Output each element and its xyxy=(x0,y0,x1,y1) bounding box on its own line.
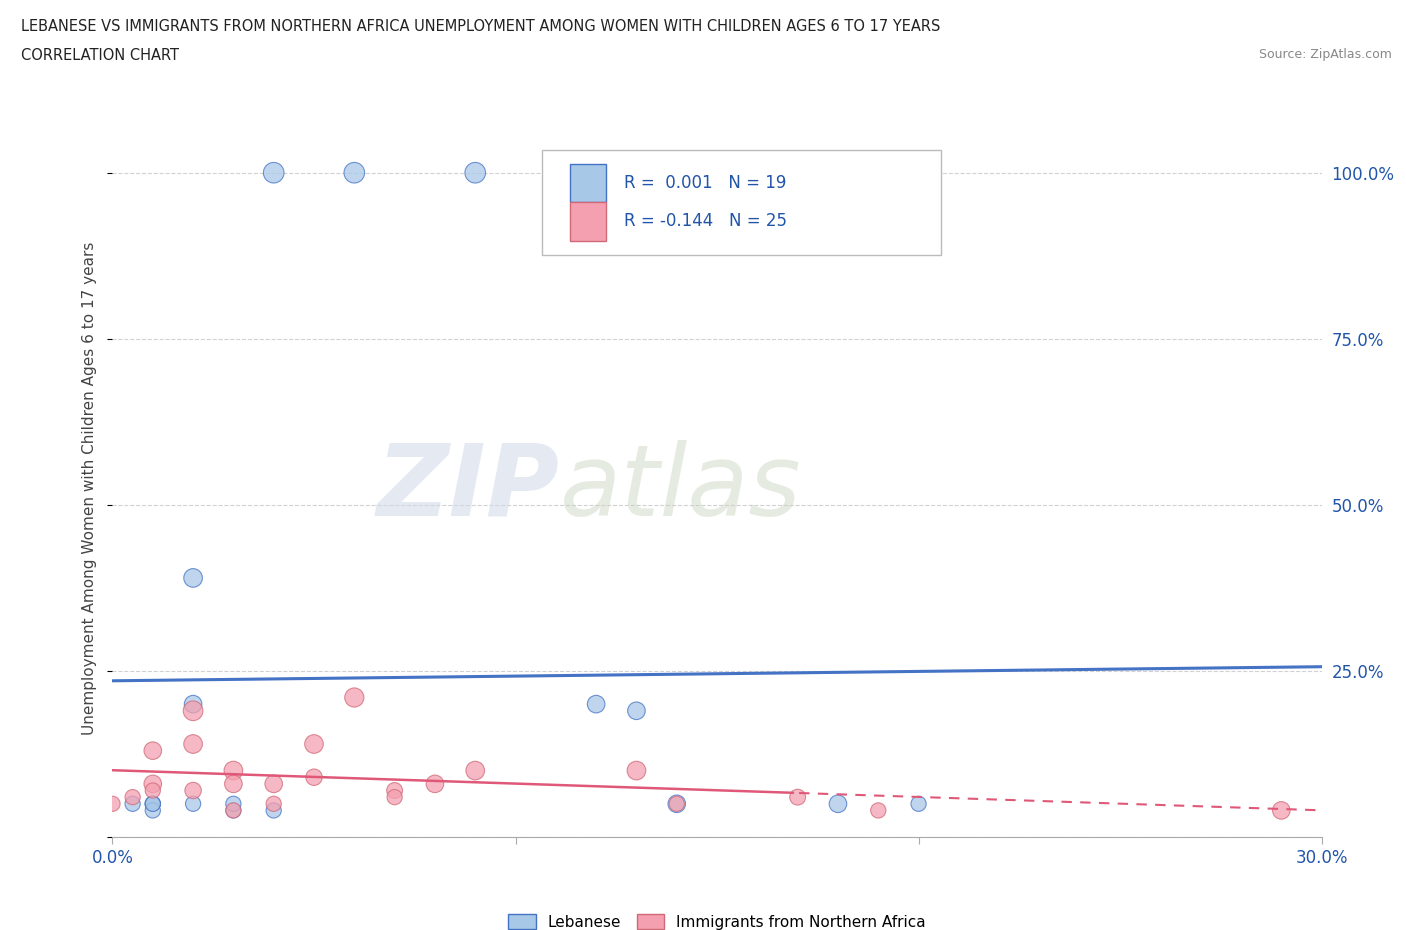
Text: Source: ZipAtlas.com: Source: ZipAtlas.com xyxy=(1258,48,1392,61)
Point xyxy=(585,697,607,711)
Point xyxy=(263,796,285,811)
Point xyxy=(1270,803,1292,817)
FancyBboxPatch shape xyxy=(569,203,606,241)
Point xyxy=(121,796,143,811)
Point xyxy=(263,803,285,817)
Point xyxy=(302,770,325,785)
Legend: Lebanese, Immigrants from Northern Africa: Lebanese, Immigrants from Northern Afric… xyxy=(502,908,932,930)
Point xyxy=(263,777,285,791)
Point xyxy=(222,803,245,817)
Point xyxy=(181,703,204,718)
Point xyxy=(384,783,406,798)
Point xyxy=(384,790,406,804)
Point xyxy=(222,764,245,778)
Point xyxy=(181,570,204,585)
Point xyxy=(626,703,648,718)
Point xyxy=(222,777,245,791)
Point xyxy=(343,690,366,705)
Point xyxy=(142,743,165,758)
Point xyxy=(222,803,245,817)
Point xyxy=(181,697,204,711)
Point xyxy=(786,790,808,804)
Point xyxy=(222,796,245,811)
Point xyxy=(263,166,285,180)
Point xyxy=(827,796,849,811)
Point xyxy=(142,777,165,791)
Point xyxy=(464,166,486,180)
Point xyxy=(181,796,204,811)
Point xyxy=(142,796,165,811)
Point xyxy=(101,796,124,811)
Text: R =  0.001   N = 19: R = 0.001 N = 19 xyxy=(624,174,786,193)
FancyBboxPatch shape xyxy=(541,150,941,255)
Point xyxy=(907,796,929,811)
Text: R = -0.144   N = 25: R = -0.144 N = 25 xyxy=(624,212,787,231)
Text: CORRELATION CHART: CORRELATION CHART xyxy=(21,48,179,63)
Y-axis label: Unemployment Among Women with Children Ages 6 to 17 years: Unemployment Among Women with Children A… xyxy=(82,242,97,735)
Point xyxy=(665,796,688,811)
Point xyxy=(868,803,890,817)
Point xyxy=(665,796,688,811)
Point xyxy=(343,166,366,180)
Point xyxy=(302,737,325,751)
Point xyxy=(121,790,143,804)
Text: atlas: atlas xyxy=(560,440,801,537)
Point xyxy=(142,796,165,811)
Point xyxy=(181,783,204,798)
Point xyxy=(626,764,648,778)
Point xyxy=(181,737,204,751)
Point xyxy=(464,764,486,778)
Point xyxy=(423,777,446,791)
Point xyxy=(142,796,165,811)
Point xyxy=(142,803,165,817)
FancyBboxPatch shape xyxy=(569,164,606,203)
Text: LEBANESE VS IMMIGRANTS FROM NORTHERN AFRICA UNEMPLOYMENT AMONG WOMEN WITH CHILDR: LEBANESE VS IMMIGRANTS FROM NORTHERN AFR… xyxy=(21,19,941,33)
Text: ZIP: ZIP xyxy=(377,440,560,537)
Point xyxy=(142,783,165,798)
